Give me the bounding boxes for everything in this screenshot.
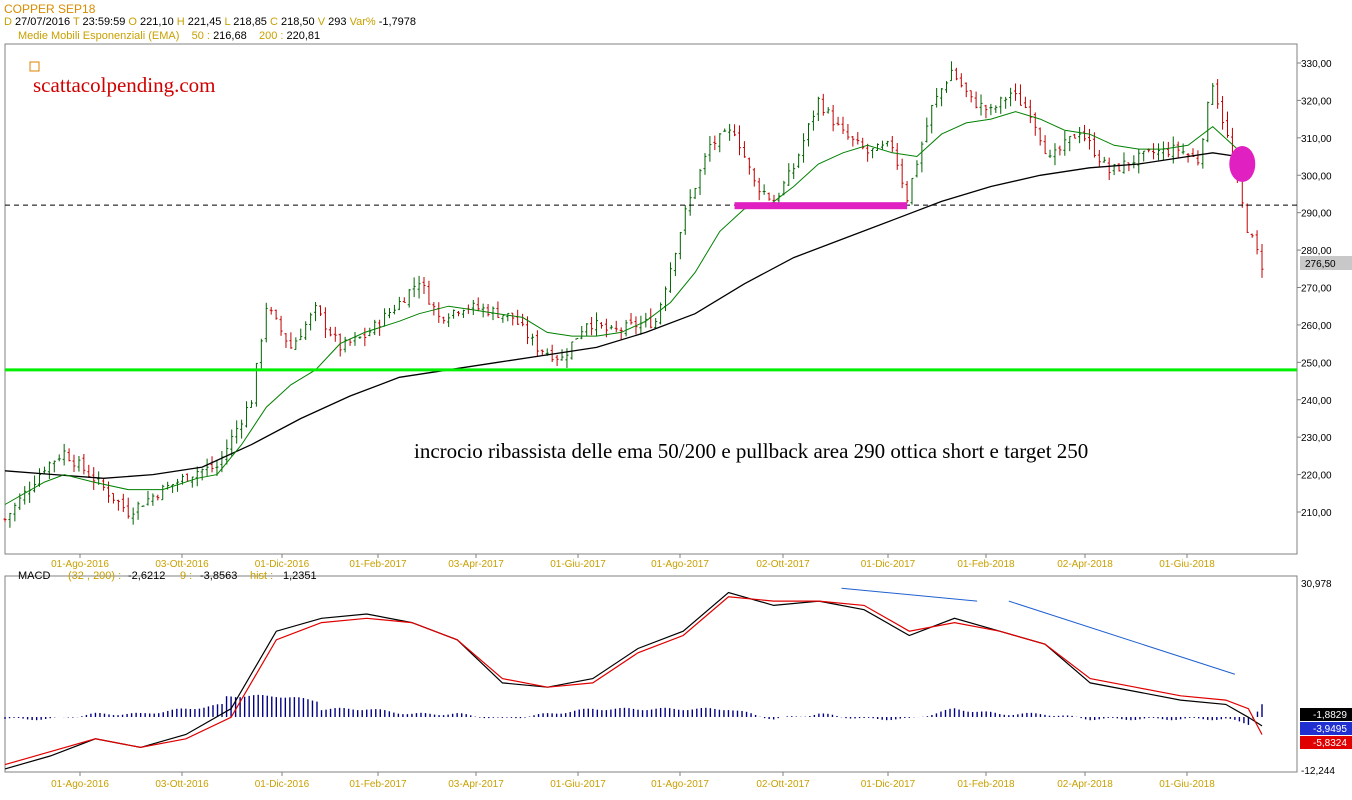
last-price-text: 276,50: [1305, 259, 1336, 270]
hist-value: 1,2351: [283, 570, 317, 582]
x-tick-label: 01-Giu-2018: [1159, 779, 1215, 790]
x-tick-label: 02-Apr-2018: [1057, 559, 1113, 570]
x-tick-label: 01-Ago-2017: [651, 559, 709, 570]
macd-ymax-label: 30,978: [1301, 579, 1332, 590]
time-label: T: [72, 16, 80, 28]
x-tick-label: 03-Apr-2017: [448, 559, 504, 570]
price-y-tick-label: 210,00: [1301, 508, 1332, 519]
macd-legend: MACD (32 , 200) : -2,6212 9 : -3,8563 hi…: [18, 570, 317, 582]
price-y-tick-label: 270,00: [1301, 284, 1332, 295]
price-y-tick-label: 290,00: [1301, 209, 1332, 220]
var-value: -1,7978: [378, 16, 417, 28]
macd-x-axis: 01-Ago-2016 03-Ott-2016 01-Dic-2016 01-Feb-…: [51, 772, 1215, 790]
macd-trendline: [841, 587, 978, 602]
x-tick-label: 02-Apr-2018: [1057, 779, 1113, 790]
ema50-value: 216,68: [213, 30, 247, 42]
macd-trendlines: [841, 587, 1236, 675]
price-x-axis: 01-Ago-2016 03-Ott-2016 01-Dic-2016 01-Feb-…: [51, 554, 1215, 570]
signal-label: 9 :: [180, 570, 192, 582]
date-label: D: [4, 16, 12, 28]
x-tick-label: 01-Dic-2016: [255, 779, 310, 790]
annotation-text: incrocio ribassista delle ema 50/200 e p…: [414, 439, 1088, 463]
low-value: 218,85: [233, 16, 267, 28]
watermark-square-icon: [29, 61, 40, 72]
price-y-tick-label: 330,00: [1301, 59, 1332, 70]
ema200-value: 220,81: [286, 30, 321, 42]
hist-label: hist :: [250, 570, 273, 582]
ema50-line: [4, 111, 1253, 505]
ema-cross-marker: [1229, 146, 1256, 183]
price-y-tick-label: 220,00: [1301, 471, 1332, 482]
x-tick-label: 01-Giu-2017: [550, 559, 606, 570]
price-panel-frame: [4, 43, 1298, 555]
price-y-tick-label: 280,00: [1301, 246, 1332, 257]
x-tick-label: 01-Ago-2017: [651, 779, 709, 790]
macd-last-values: -1,8829 -3,9495 -5,8324: [1300, 708, 1352, 749]
var-label: Var%: [349, 16, 376, 28]
instrument-title: COPPER SEP18: [4, 2, 96, 16]
ema-readout: Medie Mobili Esponenziali (EMA) 50 : 216…: [18, 30, 320, 42]
signal-value: -3,8563: [200, 570, 237, 582]
macd-ymin-label: -12,244: [1301, 766, 1335, 777]
pullback-zone-highlight: [734, 202, 908, 210]
price-axis: 330,00 320,00 310,00 300,00 290,00 280,00 270,…: [1297, 59, 1332, 519]
price-y-tick-label: 250,00: [1301, 358, 1332, 369]
macd-last-1: -1,8829: [1313, 710, 1347, 721]
open-label: O: [128, 16, 137, 28]
price-y-tick-label: 320,00: [1301, 96, 1332, 107]
x-tick-label: 01-Feb-2017: [349, 559, 407, 570]
x-tick-label: 01-Dic-2017: [861, 779, 916, 790]
x-tick-label: 01-Dic-2017: [861, 559, 916, 570]
macd-line: [4, 591, 1263, 770]
low-label: L: [224, 16, 231, 28]
x-tick-label: 01-Feb-2018: [957, 559, 1015, 570]
ohlc-readout: D 27/07/2016 T 23:59:59 O 221,10 H 221,4…: [4, 16, 416, 28]
close-value: 218,50: [281, 16, 315, 28]
high-label: H: [176, 16, 185, 28]
macd-last-3: -5,8324: [1313, 738, 1347, 749]
open-value: 221,10: [140, 16, 174, 28]
x-tick-label: 01-Feb-2017: [349, 779, 407, 790]
macd-trendline: [1008, 600, 1236, 675]
x-tick-label: 02-Ott-2017: [756, 779, 810, 790]
macd-signal-line: [4, 596, 1263, 766]
watermark: scattacolpending.com: [29, 61, 216, 97]
ema200-label: 200 :: [258, 30, 284, 42]
high-value: 221,45: [187, 16, 222, 28]
ema200-line: [4, 152, 1253, 479]
macd-params: (32 , 200) :: [68, 570, 121, 582]
x-tick-label: 01-Feb-2018: [957, 779, 1015, 790]
x-tick-label: 02-Ott-2017: [756, 559, 810, 570]
volume-value: 293: [328, 16, 347, 28]
price-y-tick-label: 240,00: [1301, 396, 1332, 407]
price-y-tick-label: 310,00: [1301, 134, 1332, 145]
macd-value: -2,6212: [128, 570, 165, 582]
macd-last-2: -3,9495: [1313, 724, 1347, 735]
macd-name: MACD: [18, 570, 50, 582]
volume-label: V: [317, 16, 326, 28]
last-price-tag: 276,50: [1300, 256, 1352, 270]
x-tick-label: 03-Apr-2017: [448, 779, 504, 790]
x-tick-label: 01-Dic-2016: [255, 559, 310, 570]
x-tick-label: 03-Ott-2016: [155, 559, 209, 570]
macd-histogram: [4, 694, 1263, 725]
macd-panel-frame: [4, 575, 1298, 773]
x-tick-label: 03-Ott-2016: [155, 779, 209, 790]
price-y-tick-label: 300,00: [1301, 171, 1332, 182]
candles: [3, 61, 1264, 528]
close-label: C: [270, 16, 278, 28]
x-tick-label: 01-Giu-2017: [550, 779, 606, 790]
date-value: 27/07/2016: [15, 16, 71, 28]
x-tick-label: 01-Ago-2016: [51, 779, 109, 790]
price-y-tick-label: 260,00: [1301, 321, 1332, 332]
watermark-text: scattacolpending.com: [33, 73, 216, 97]
time-value: 23:59:59: [82, 16, 126, 28]
ema50-label: 50 :: [191, 30, 210, 42]
ema-label: Medie Mobili Esponenziali (EMA): [18, 30, 180, 42]
x-tick-label: 01-Ago-2016: [51, 559, 109, 570]
price-y-tick-label: 230,00: [1301, 433, 1332, 444]
x-tick-label: 01-Giu-2018: [1159, 559, 1215, 570]
